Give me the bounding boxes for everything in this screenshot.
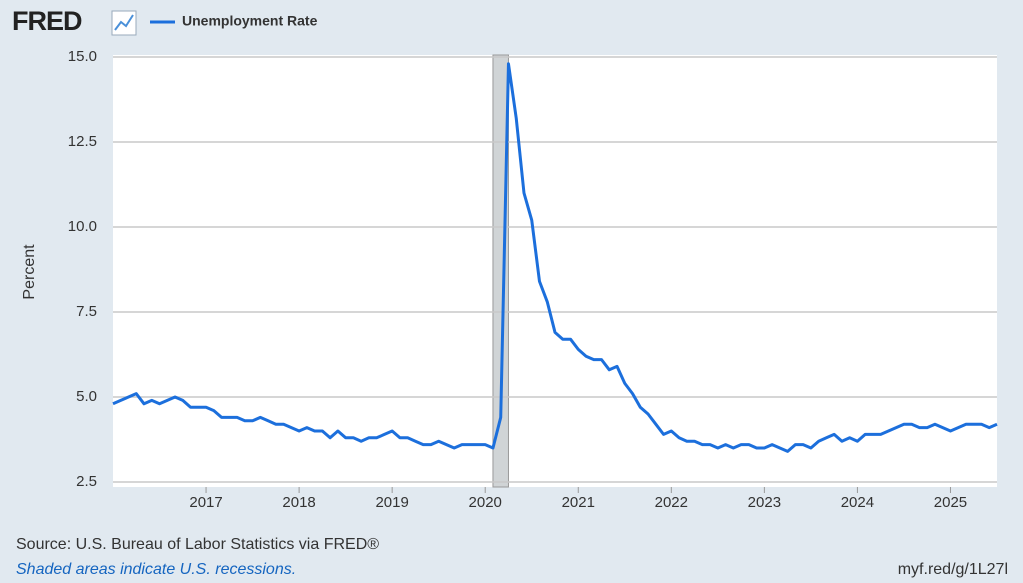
recession-note: Shaded areas indicate U.S. recessions. <box>16 561 296 578</box>
x-tick-label: 2023 <box>748 494 781 511</box>
y-tick-label: 7.5 <box>76 303 97 320</box>
recession-shade <box>492 54 509 488</box>
y-tick-label: 5.0 <box>76 388 97 405</box>
y-tick-label: 12.5 <box>68 133 97 150</box>
x-tick-label: 2017 <box>189 494 222 511</box>
plot-area <box>113 55 997 487</box>
source: Source: U.S. Bureau of Labor Statistics … <box>16 536 379 553</box>
x-tick-label: 2024 <box>841 494 874 511</box>
x-tick-label: 2018 <box>282 494 315 511</box>
y-axis-label: Percent <box>21 244 38 300</box>
y-tick-label: 10.0 <box>68 218 97 235</box>
x-tick-label: 2025 <box>934 494 967 511</box>
x-tick-label: 2021 <box>562 494 595 511</box>
x-tick-label: 2022 <box>655 494 688 511</box>
logo-icon-line <box>114 14 134 31</box>
x-tick-label: 2020 <box>469 494 502 511</box>
legend-label: Unemployment Rate <box>182 13 318 29</box>
url: myf.red/g/1L27l <box>898 561 1008 578</box>
x-tick-label: 2019 <box>375 494 408 511</box>
logo-icon <box>111 10 137 36</box>
y-tick-label: 15.0 <box>68 48 97 65</box>
series-line <box>112 62 998 453</box>
y-tick-label: 2.5 <box>76 473 97 490</box>
logo: FRED <box>12 6 82 36</box>
